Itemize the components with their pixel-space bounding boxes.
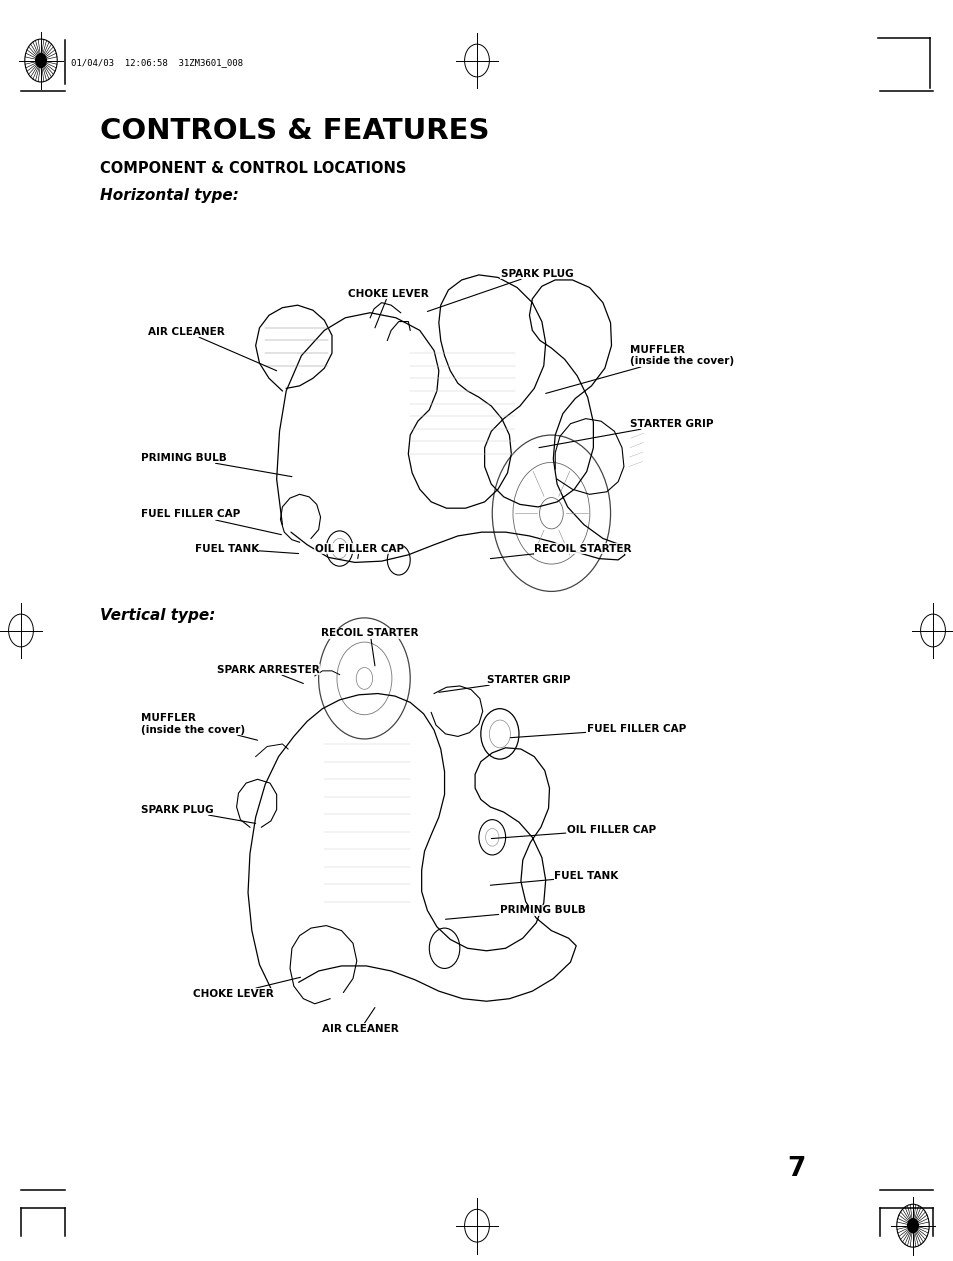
Text: CHOKE LEVER: CHOKE LEVER	[193, 977, 300, 999]
Text: Vertical type:: Vertical type:	[100, 608, 215, 623]
Text: Horizontal type:: Horizontal type:	[100, 188, 239, 203]
Text: AIR CLEANER: AIR CLEANER	[322, 1008, 398, 1034]
Text: FUEL TANK: FUEL TANK	[194, 543, 298, 554]
Text: SPARK ARRESTER: SPARK ARRESTER	[216, 665, 319, 683]
Text: FUEL FILLER CAP: FUEL FILLER CAP	[141, 509, 281, 535]
Text: MUFFLER
(inside the cover): MUFFLER (inside the cover)	[141, 712, 257, 740]
Text: PRIMING BULB: PRIMING BULB	[445, 905, 585, 919]
Text: AIR CLEANER: AIR CLEANER	[148, 327, 276, 371]
Text: FUEL FILLER CAP: FUEL FILLER CAP	[510, 724, 685, 738]
Text: OIL FILLER CAP: OIL FILLER CAP	[314, 543, 403, 559]
Text: SPARK PLUG: SPARK PLUG	[427, 269, 573, 311]
Text: STARTER GRIP: STARTER GRIP	[438, 675, 570, 692]
Text: 7: 7	[786, 1156, 805, 1182]
Circle shape	[906, 1218, 918, 1233]
Text: SPARK PLUG: SPARK PLUG	[141, 805, 255, 823]
Text: RECOIL STARTER: RECOIL STARTER	[321, 628, 418, 666]
Circle shape	[35, 53, 47, 68]
Text: 01/04/03  12:06:58  31ZM3601_008: 01/04/03 12:06:58 31ZM3601_008	[71, 58, 242, 68]
Text: FUEL TANK: FUEL TANK	[490, 871, 618, 885]
Text: RECOIL STARTER: RECOIL STARTER	[490, 543, 631, 559]
Text: COMPONENT & CONTROL LOCATIONS: COMPONENT & CONTROL LOCATIONS	[100, 161, 406, 177]
Text: CHOKE LEVER: CHOKE LEVER	[348, 289, 429, 328]
Text: PRIMING BULB: PRIMING BULB	[141, 453, 292, 477]
Text: CONTROLS & FEATURES: CONTROLS & FEATURES	[100, 117, 489, 145]
Text: OIL FILLER CAP: OIL FILLER CAP	[491, 825, 655, 839]
Text: STARTER GRIP: STARTER GRIP	[538, 419, 713, 448]
Text: MUFFLER
(inside the cover): MUFFLER (inside the cover)	[545, 344, 733, 393]
